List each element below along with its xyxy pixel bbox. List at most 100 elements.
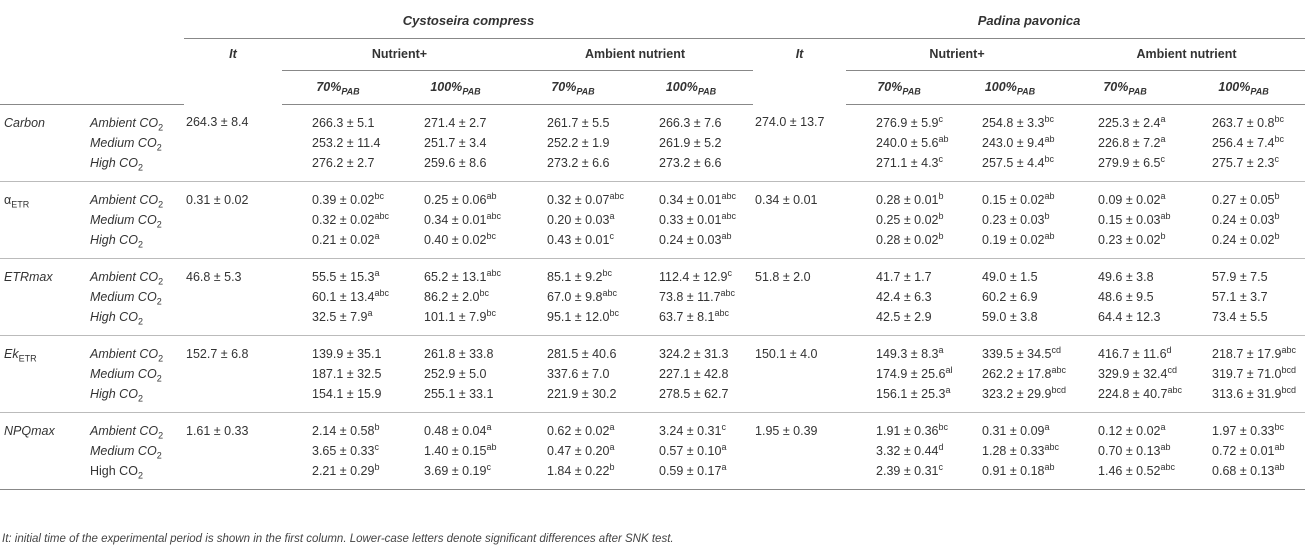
initial-value-padina: 1.95 ± 0.39 — [755, 423, 818, 438]
initial-value-padina — [753, 364, 846, 384]
parameter-name: Carbon — [4, 115, 45, 130]
significance-letters: ab — [1160, 210, 1171, 221]
species-header-padina: Padina pavonica — [753, 4, 1306, 39]
value-padina: 64.4 ± 12.3 — [1068, 306, 1183, 336]
table-row: High CO2 0.21 ± 0.02a 0.40 ± 0.02bc 0.43 ± … — [0, 229, 1306, 259]
initial-value-cystoseira — [184, 364, 282, 384]
parameter-subscript: ETR — [18, 353, 37, 363]
value-mean-se: 252.2 ± 1.9 — [547, 135, 610, 150]
value-mean-se: 49.6 ± 3.8 — [1098, 269, 1154, 284]
value-mean-se: 49.0 ± 1.5 — [982, 269, 1038, 284]
co2-level-name: Medium CO — [90, 443, 157, 458]
value-mean-se: 64.4 ± 12.3 — [1098, 309, 1161, 324]
value-mean-se: 251.7 ± 3.4 — [424, 135, 487, 150]
value-padina: 323.2 ± 29.9bcd — [952, 383, 1069, 413]
pab-percent: 70% — [877, 80, 903, 94]
value-mean-se: 0.34 ± 0.01 — [659, 192, 722, 207]
value-mean-se: 416.7 ± 11.6 — [1098, 346, 1167, 361]
significance-letters: abc — [486, 210, 501, 221]
value-mean-se: 0.25 ± 0.06 — [424, 192, 487, 207]
value-padina: 275.7 ± 2.3c — [1182, 152, 1306, 182]
species-header-cystoseira: Cystoseira compress — [184, 4, 754, 39]
initial-value-cystoseira — [184, 229, 282, 259]
value-cystoseira: 0.21 ± 0.02a — [282, 229, 394, 259]
value-mean-se: 154.1 ± 15.9 — [312, 386, 382, 401]
co2-level: Medium CO2 — [88, 210, 184, 230]
value-cystoseira: 266.3 ± 7.6 — [629, 104, 753, 133]
pab-subscript: PAB — [576, 86, 595, 97]
significance-letters: abc — [1044, 441, 1060, 452]
value-mean-se: 156.1 ± 25.3 — [876, 386, 946, 401]
value-mean-se: 0.15 ± 0.02 — [982, 192, 1045, 207]
value-cystoseira: 85.1 ± 9.2bc — [517, 258, 629, 287]
value-padina: 243.0 ± 9.4ab — [952, 133, 1068, 153]
co2-subscript: 2 — [158, 353, 164, 363]
co2-level: High CO2 — [88, 229, 184, 259]
co2-subscript: 2 — [156, 373, 162, 383]
significance-letters: abc — [486, 267, 501, 278]
pab-subscript: PAB — [1250, 86, 1269, 97]
value-mean-se: 73.4 ± 5.5 — [1212, 309, 1268, 324]
value-mean-se: 2.21 ± 0.29 — [312, 463, 375, 478]
value-cystoseira: 251.7 ± 3.4 — [394, 133, 517, 153]
value-mean-se: 0.25 ± 0.02 — [876, 212, 939, 227]
value-cystoseira: 0.20 ± 0.03a — [517, 210, 629, 230]
value-padina: 0.28 ± 0.01b — [846, 181, 952, 210]
parameter-label: NPQmax — [0, 412, 88, 441]
value-mean-se: 65.2 ± 13.1 — [424, 269, 487, 284]
significance-letters: c — [727, 267, 733, 278]
significance-letters: b — [1044, 210, 1050, 221]
parameter-label: αETR — [0, 181, 88, 210]
value-mean-se: 60.1 ± 13.4 — [312, 289, 375, 304]
value-mean-se: 0.57 ± 0.10 — [659, 443, 722, 458]
co2-subscript: 2 — [156, 219, 162, 229]
value-cystoseira: 261.9 ± 5.2 — [629, 133, 753, 153]
value-mean-se: 0.15 ± 0.03 — [1098, 212, 1161, 227]
value-padina: 0.24 ± 0.03b — [1182, 210, 1305, 230]
value-padina: 226.8 ± 7.2a — [1068, 133, 1182, 153]
value-mean-se: 57.9 ± 7.5 — [1212, 269, 1268, 284]
value-mean-se: 0.27 ± 0.05 — [1212, 192, 1275, 207]
pab-header: 100%PAB — [629, 70, 754, 105]
initial-value-cystoseira — [184, 287, 282, 307]
table-row: EkETR Ambient CO2 152.7 ± 6.8 139.9 ± 35.1 2… — [0, 335, 1305, 364]
co2-level: Medium CO2 — [88, 364, 184, 384]
parameter-label — [0, 210, 88, 230]
co2-level: High CO2 — [88, 383, 184, 413]
value-cystoseira: 0.33 ± 0.01abc — [629, 210, 753, 230]
significance-letters: b — [938, 190, 944, 201]
value-padina: 0.12 ± 0.02a — [1068, 412, 1182, 441]
parameter-label — [0, 441, 88, 461]
significance-letters: a — [1160, 133, 1166, 144]
value-mean-se: 139.9 ± 35.1 — [312, 346, 382, 361]
co2-subscript: 2 — [158, 199, 164, 209]
co2-level: High CO2 — [88, 306, 184, 336]
parameter-label: Carbon — [0, 104, 88, 133]
pab-subscript: PAB — [902, 86, 921, 97]
value-padina: 313.6 ± 31.9bcd — [1182, 383, 1306, 413]
it-header-cystoseira: It — [229, 46, 237, 61]
value-mean-se: 261.7 ± 5.5 — [547, 115, 610, 130]
co2-level-name: Medium CO — [90, 289, 157, 304]
value-cystoseira: 3.24 ± 0.31c — [629, 412, 753, 441]
pab-header: 70%PAB — [846, 70, 953, 105]
value-cystoseira: 67.0 ± 9.8abc — [517, 287, 629, 307]
value-mean-se: 0.70 ± 0.13 — [1098, 443, 1161, 458]
value-mean-se: 276.2 ± 2.7 — [312, 155, 375, 170]
significance-letters: ab — [486, 441, 497, 452]
pab-header: 70%PAB — [517, 70, 629, 105]
initial-value-cystoseira — [184, 441, 282, 461]
value-cystoseira: 3.69 ± 0.19c — [394, 460, 517, 490]
value-mean-se: 0.32 ± 0.02 — [312, 212, 375, 227]
value-mean-se: 3.24 ± 0.31 — [659, 423, 722, 438]
co2-level: Medium CO2 — [88, 441, 184, 461]
value-cystoseira: 276.2 ± 2.7 — [282, 152, 394, 182]
value-padina: 339.5 ± 34.5cd — [952, 335, 1068, 364]
value-cystoseira: 261.8 ± 33.8 — [394, 335, 517, 364]
initial-value-padina — [753, 306, 847, 336]
value-mean-se: 60.2 ± 6.9 — [982, 289, 1038, 304]
value-mean-se: 256.4 ± 7.4 — [1212, 135, 1275, 150]
significance-letters: a — [609, 421, 615, 432]
parameter-label — [0, 229, 88, 259]
value-mean-se: 266.3 ± 5.1 — [312, 115, 375, 130]
